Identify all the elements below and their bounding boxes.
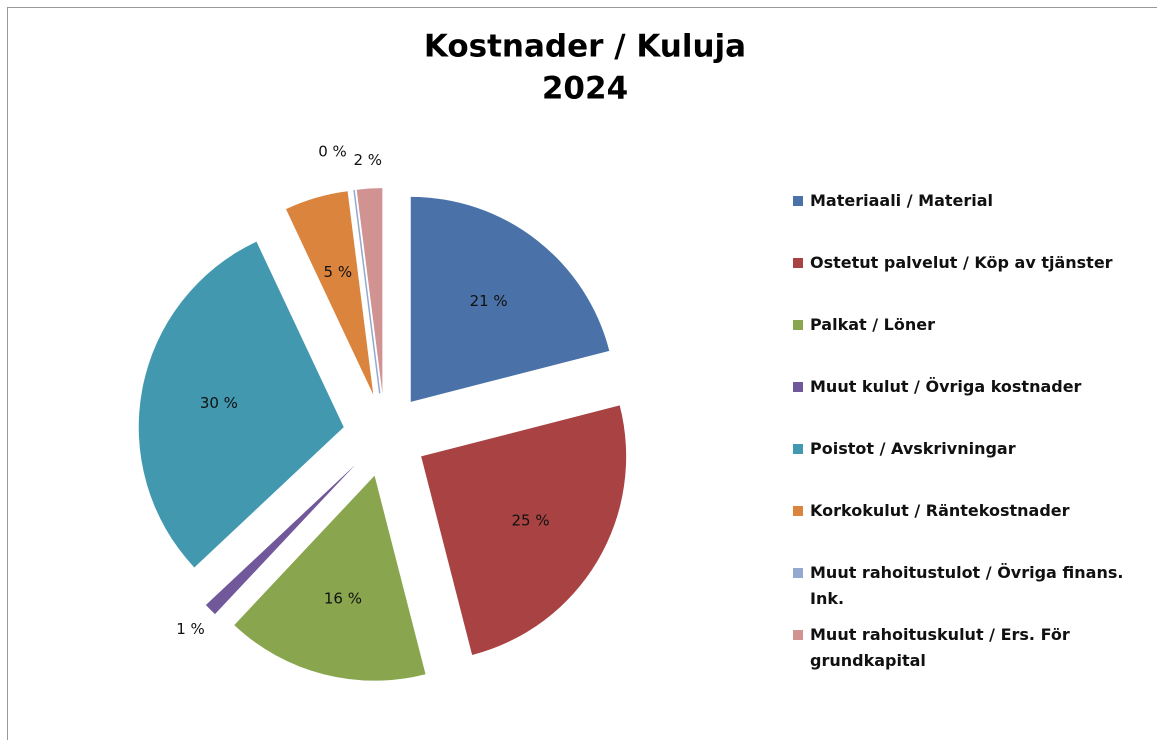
legend-label: Muut rahoituskulut / Ers. För grundkapit…	[810, 625, 1070, 670]
legend-swatch	[793, 568, 803, 578]
legend-swatch	[793, 444, 803, 454]
legend-label: Poistot / Avskrivningar	[810, 439, 1016, 458]
pie-slice	[138, 241, 344, 568]
legend-item: Ostetut palvelut / Köp av tjänster	[793, 250, 1143, 312]
pie-slice	[285, 191, 374, 395]
pie-slice	[421, 405, 627, 655]
legend-label: Muut rahoitustulot / Övriga finans. Ink.	[810, 563, 1124, 608]
data-label: 30 %	[200, 394, 238, 412]
data-label: 21 %	[470, 292, 508, 310]
legend-swatch	[793, 258, 803, 268]
legend-item: Muut rahoituskulut / Ers. För grundkapit…	[793, 622, 1143, 684]
legend-label: Muut kulut / Övriga kostnader	[810, 377, 1082, 396]
data-label: 5 %	[324, 263, 353, 281]
pie-slice	[356, 188, 383, 394]
legend-item: Muut kulut / Övriga kostnader	[793, 374, 1143, 436]
data-label: 0 %	[318, 143, 347, 161]
legend-item: Materiaali / Material	[793, 188, 1143, 250]
data-label: 1 %	[176, 620, 205, 638]
data-label: 2 %	[353, 151, 382, 169]
legend-item: Poistot / Avskrivningar	[793, 436, 1143, 498]
legend-item: Palkat / Löner	[793, 312, 1143, 374]
legend-swatch	[793, 630, 803, 640]
pie-slice	[205, 464, 356, 615]
legend-swatch	[793, 382, 803, 392]
legend-item: Korkokulut / Räntekostnader	[793, 498, 1143, 560]
pie-slice	[353, 189, 381, 394]
legend-label: Ostetut palvelut / Köp av tjänster	[810, 253, 1113, 272]
legend-swatch	[793, 506, 803, 516]
data-label: 16 %	[324, 589, 362, 607]
legend-label: Palkat / Löner	[810, 315, 935, 334]
chart-title: 2024	[542, 71, 628, 107]
data-label: 25 %	[511, 512, 549, 530]
legend: Materiaali / Material Ostetut palvelut / …	[793, 188, 1143, 684]
legend-item: Muut rahoitustulot / Övriga finans. Ink.	[793, 560, 1143, 622]
pie-slice	[410, 196, 610, 402]
chart-frame	[7, 7, 1157, 740]
chart-title: Kostnader / Kuluja	[424, 29, 746, 65]
pie-slice	[234, 475, 426, 681]
legend-label: Materiaali / Material	[810, 191, 994, 210]
legend-label: Korkokulut / Räntekostnader	[810, 501, 1070, 520]
legend-swatch	[793, 320, 803, 330]
legend-swatch	[793, 196, 803, 206]
